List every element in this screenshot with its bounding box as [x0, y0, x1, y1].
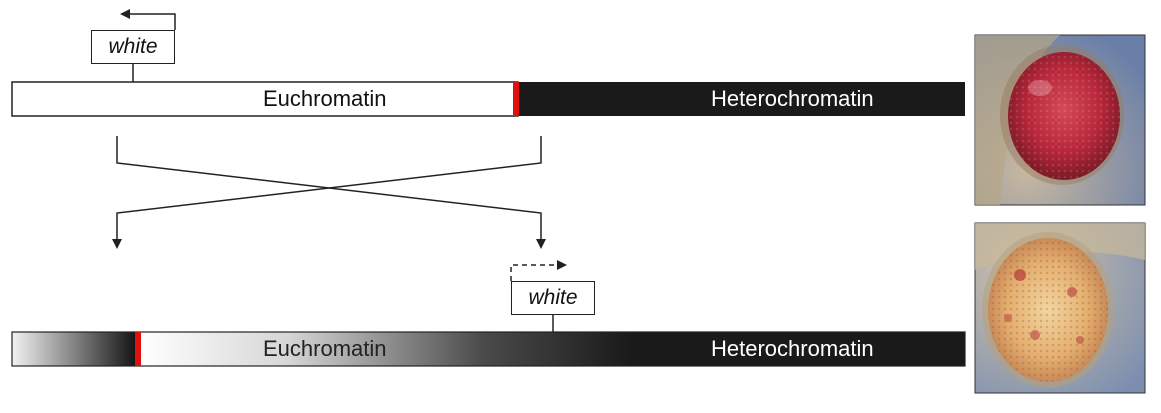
red-eye-photo [974, 34, 1146, 206]
top-heterochromatin-segment [518, 82, 965, 116]
top-euchromatin-segment [11, 81, 519, 117]
variegated-eye-photo [974, 222, 1146, 394]
inversion-arrows [112, 136, 546, 249]
top-heterochromatin-label: Heterochromatin [711, 86, 874, 111]
bottom-euchromatin-label: Euchromatin [263, 336, 387, 361]
top-chromosome [11, 9, 965, 117]
inversion-arrow-right [116, 136, 546, 249]
bottom-euchromatin-segment [141, 332, 631, 366]
bottom-breakpoint [135, 332, 141, 366]
bottom-heterochromatin-segment [630, 332, 965, 366]
top-breakpoint [513, 82, 519, 116]
top-gene-label: white [108, 35, 158, 58]
top-euchromatin-label: Euchromatin [263, 86, 387, 111]
bottom-promoter-arrow [510, 260, 567, 281]
top-promoter-arrow [120, 9, 176, 30]
bottom-heterochromatin-label: Heterochromatin [711, 336, 874, 361]
top-white-gene-box: white [91, 30, 175, 64]
bottom-gene-label: white [528, 286, 578, 309]
bottom-left-segment [12, 332, 136, 366]
inversion-arrow-left [112, 136, 542, 249]
bottom-white-gene-box: white [511, 281, 595, 315]
bottom-chromosome [11, 260, 966, 367]
